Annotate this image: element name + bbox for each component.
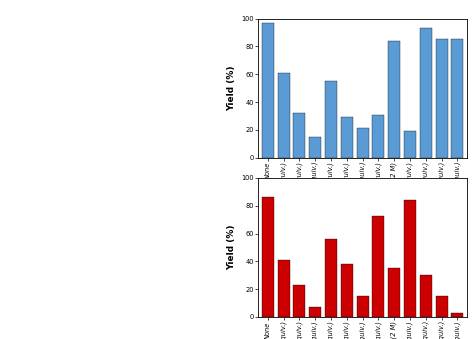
Bar: [262, 23, 274, 158]
Bar: [310, 137, 321, 158]
Bar: [341, 264, 353, 317]
Bar: [325, 239, 337, 317]
Bar: [341, 117, 353, 158]
Bar: [325, 81, 337, 158]
Bar: [357, 128, 369, 158]
Bar: [293, 113, 305, 158]
Bar: [388, 268, 400, 317]
Bar: [373, 115, 384, 158]
Bar: [420, 275, 432, 317]
Bar: [436, 39, 447, 158]
Y-axis label: Yield (%): Yield (%): [227, 65, 236, 111]
Bar: [357, 296, 369, 317]
Bar: [451, 313, 464, 317]
Bar: [278, 260, 290, 317]
Bar: [420, 28, 432, 158]
Bar: [404, 200, 416, 317]
Bar: [451, 39, 464, 158]
Bar: [310, 307, 321, 317]
Bar: [278, 73, 290, 158]
Bar: [404, 131, 416, 158]
Bar: [293, 285, 305, 317]
Bar: [388, 41, 400, 158]
X-axis label: Inhibitor: Inhibitor: [341, 258, 384, 267]
Bar: [262, 197, 274, 317]
Bar: [373, 216, 384, 317]
Y-axis label: Yield (%): Yield (%): [227, 225, 236, 270]
Bar: [436, 296, 447, 317]
